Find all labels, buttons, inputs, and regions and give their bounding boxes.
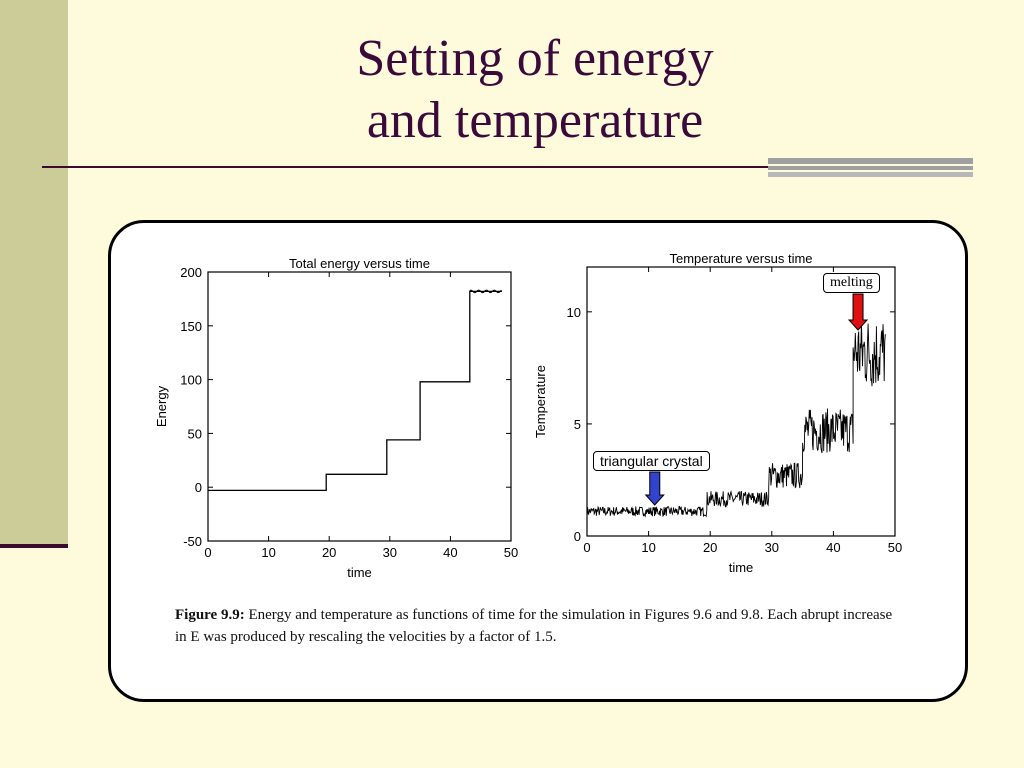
chart1-ytick-label: 5 — [574, 417, 581, 432]
chart0-xlabel: time — [347, 565, 372, 580]
chart0-xtick-label: 50 — [504, 545, 518, 560]
melting-label: melting — [823, 273, 880, 293]
chart1-xlabel: time — [729, 560, 754, 575]
chart0-xtick-label: 40 — [443, 545, 457, 560]
left-accent-bar — [0, 0, 68, 545]
figure-caption: Figure 9.9: Energy and temperature as fu… — [175, 604, 905, 648]
chart1-xtick-label: 50 — [888, 540, 902, 555]
title-line-2: and temperature — [366, 92, 704, 149]
chart0-xtick-label: 20 — [322, 545, 336, 560]
chart0-ytick-label: 50 — [188, 426, 202, 441]
chart1-title: Temperature versus time — [669, 251, 812, 266]
chart0-ytick-label: 0 — [195, 480, 202, 495]
chart0-ylabel: Energy — [154, 385, 169, 427]
triangular-crystal-arrow — [644, 471, 665, 506]
figure-card — [108, 220, 968, 702]
left-accent-line — [0, 544, 68, 548]
temperature-series — [586, 318, 886, 518]
chart1-ytick-label: 10 — [567, 305, 581, 320]
chart0-ytick-label: 150 — [180, 319, 202, 334]
chart0-xtick-label: 30 — [383, 545, 397, 560]
chart1-xtick-label: 40 — [826, 540, 840, 555]
chart1-xtick-label: 10 — [641, 540, 655, 555]
triangular-crystal-label: triangular crystal — [593, 451, 710, 471]
title-underline — [42, 166, 772, 168]
caption-label: Figure 9.9: — [175, 607, 245, 623]
melting-arrow — [847, 293, 869, 331]
chart0-title: Total energy versus time — [289, 256, 430, 271]
chart0-frame — [207, 271, 512, 542]
chart1-ytick-label: 0 — [574, 529, 581, 544]
chart1-xtick-label: 20 — [703, 540, 717, 555]
energy-series — [208, 290, 502, 492]
chart0-ytick-label: 100 — [180, 373, 202, 388]
caption-text: Energy and temperature as functions of t… — [175, 607, 893, 645]
chart0-ytick-label: 200 — [180, 265, 202, 280]
chart1-xtick-label: 30 — [765, 540, 779, 555]
slide-title: Setting of energy and temperature — [240, 28, 830, 152]
chart1-ylabel: Temperature — [533, 365, 548, 438]
chart1-frame — [586, 266, 896, 537]
chart0-xtick-label: 10 — [261, 545, 275, 560]
chart0-xtick-label: 0 — [204, 545, 211, 560]
title-line-1: Setting of energy — [356, 30, 714, 87]
chart1-xtick-label: 0 — [583, 540, 590, 555]
energy-series-noise — [469, 289, 502, 294]
title-decoration-bars — [768, 158, 973, 178]
chart0-ytick-label: -50 — [183, 534, 202, 549]
